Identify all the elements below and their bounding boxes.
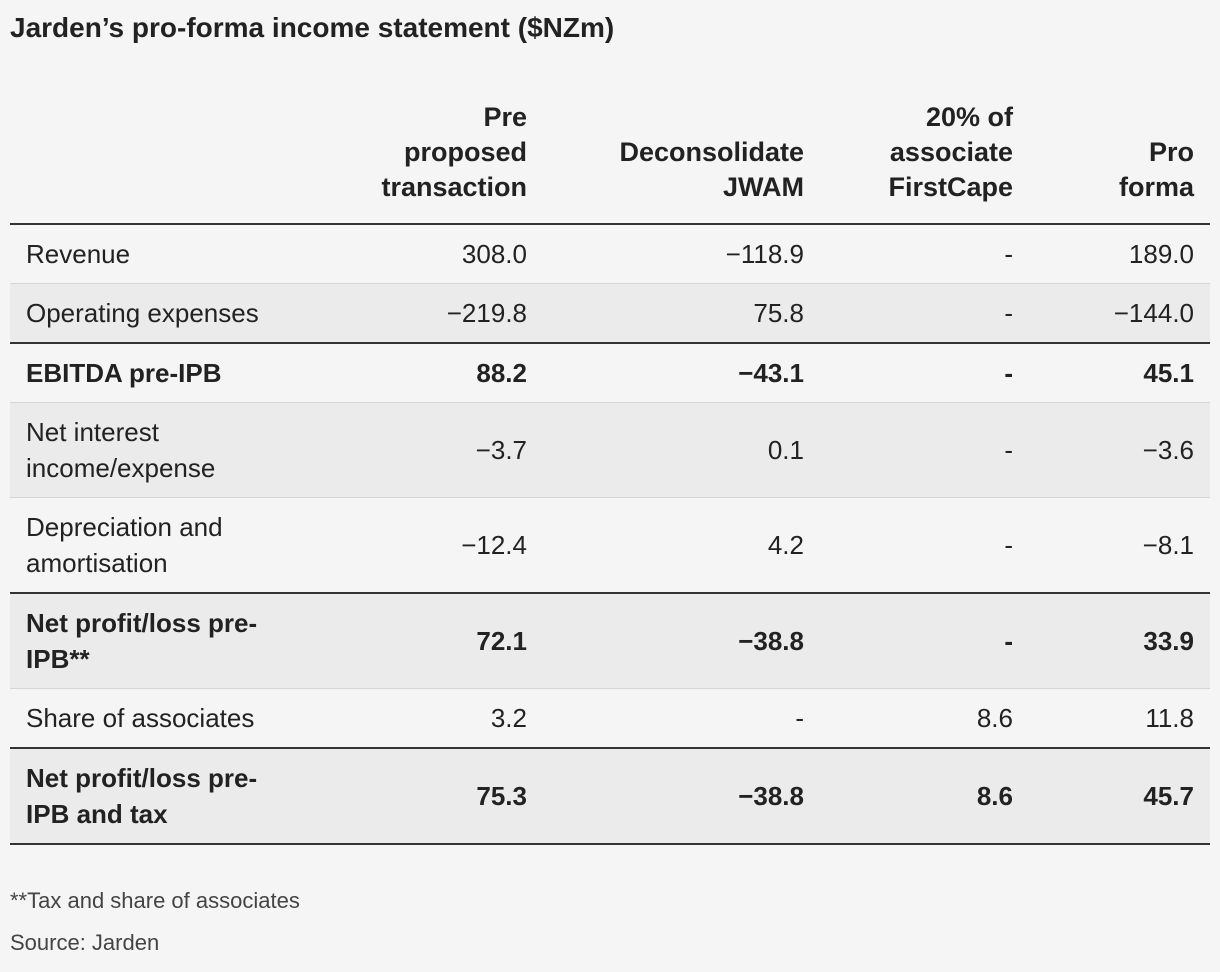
column-header-text: 20% of associate FirstCape: [888, 102, 1013, 202]
row-label: Depreciation and amortisation: [26, 512, 223, 578]
value-cell: −43.1: [543, 342, 820, 403]
value-cell: −118.9: [543, 224, 820, 284]
table-row: Net profit/loss pre-IPB and tax 75.3 −38.8…: [10, 747, 1210, 845]
column-header: Deconsolidate JWAM: [543, 100, 820, 225]
row-label: Net interest income/expense: [26, 417, 216, 483]
table-title: Jarden’s pro-forma income statement ($NZ…: [10, 12, 615, 43]
value-cell: 11.8: [1029, 688, 1210, 749]
header-cell: [10, 100, 330, 225]
column-header-text: Deconsolidate JWAM: [619, 137, 804, 202]
value-cell: -: [820, 224, 1029, 284]
value-cell: 45.1: [1029, 342, 1210, 403]
value-cell: −8.1: [1029, 497, 1210, 594]
value-cell: −219.8: [330, 283, 543, 344]
row-label-cell: Net interest income/expense: [10, 402, 330, 498]
row-label: Net profit/loss pre-IPB**: [26, 608, 258, 674]
table-row: Share of associates 3.2-8.6 11.8: [10, 688, 1210, 749]
value-cell: −38.8: [543, 592, 820, 689]
value-cell: 45.7: [1029, 747, 1210, 845]
row-label-cell: Operating expenses: [10, 283, 330, 344]
value-cell: −3.6: [1029, 402, 1210, 498]
row-label-cell: Net profit/loss pre-IPB and tax: [10, 747, 330, 845]
column-header: 20% of associate FirstCape: [820, 100, 1029, 225]
value-cell: 72.1: [330, 592, 543, 689]
row-label: Share of associates: [26, 703, 255, 733]
row-label-cell: Net profit/loss pre-IPB**: [10, 592, 330, 689]
header-row: Pre proposed transaction Deconsolidate JW…: [10, 100, 1210, 225]
value-cell: −38.8: [543, 747, 820, 845]
value-cell: -: [820, 283, 1029, 344]
value-cell: 308.0: [330, 224, 543, 284]
value-cell: 4.2: [543, 497, 820, 594]
value-cell: 88.2: [330, 342, 543, 403]
table-row: Depreciation and amortisation −12.4 4.2- −8…: [10, 497, 1210, 594]
table-body: Revenue 308.0 −118.9-189.0 Operating expens…: [10, 224, 1210, 845]
value-cell: −3.7: [330, 402, 543, 498]
income-table: Pre proposed transaction Deconsolidate JW…: [10, 100, 1210, 845]
value-cell: 75.8: [543, 283, 820, 344]
row-label-cell: Depreciation and amortisation: [10, 497, 330, 594]
value-cell: 33.9: [1029, 592, 1210, 689]
table-row: Net profit/loss pre-IPB** 72.1 −38.8-33.9: [10, 592, 1210, 689]
table-row: Net interest income/expense −3.7 0.1- −3.6: [10, 402, 1210, 498]
row-label-cell: Share of associates: [10, 688, 330, 749]
table-row: Revenue 308.0 −118.9-189.0: [10, 224, 1210, 284]
column-header: Pro forma: [1029, 100, 1210, 225]
value-cell: 8.6: [820, 747, 1029, 845]
row-label-cell: EBITDA pre-IPB: [10, 342, 330, 403]
row-label: Operating expenses: [26, 298, 259, 328]
column-header: Pre proposed transaction: [330, 100, 543, 225]
value-cell: -: [820, 342, 1029, 403]
value-cell: -: [820, 402, 1029, 498]
value-cell: -: [820, 497, 1029, 594]
value-cell: -: [543, 688, 820, 749]
value-cell: −12.4: [330, 497, 543, 594]
row-label-cell: Revenue: [10, 224, 330, 284]
value-cell: 8.6: [820, 688, 1029, 749]
value-cell: 0.1: [543, 402, 820, 498]
value-cell: 3.2: [330, 688, 543, 749]
column-header-text: Pro forma: [1118, 137, 1194, 202]
footnote: **Tax and share of associates: [10, 888, 300, 913]
value-cell: 189.0: [1029, 224, 1210, 284]
value-cell: −144.0: [1029, 283, 1210, 344]
row-label: EBITDA pre-IPB: [26, 358, 222, 388]
row-label: Revenue: [26, 239, 131, 269]
value-cell: -: [820, 592, 1029, 689]
source: Source: Jarden: [10, 930, 160, 955]
table-row: EBITDA pre-IPB 88.2 −43.1-45.1: [10, 342, 1210, 403]
column-header-text: Pre proposed transaction: [381, 102, 527, 202]
table-row: Operating expenses −219.8 75.8- −144.0: [10, 283, 1210, 344]
value-cell: 75.3: [330, 747, 543, 845]
row-label: Net profit/loss pre-IPB and tax: [26, 763, 258, 829]
